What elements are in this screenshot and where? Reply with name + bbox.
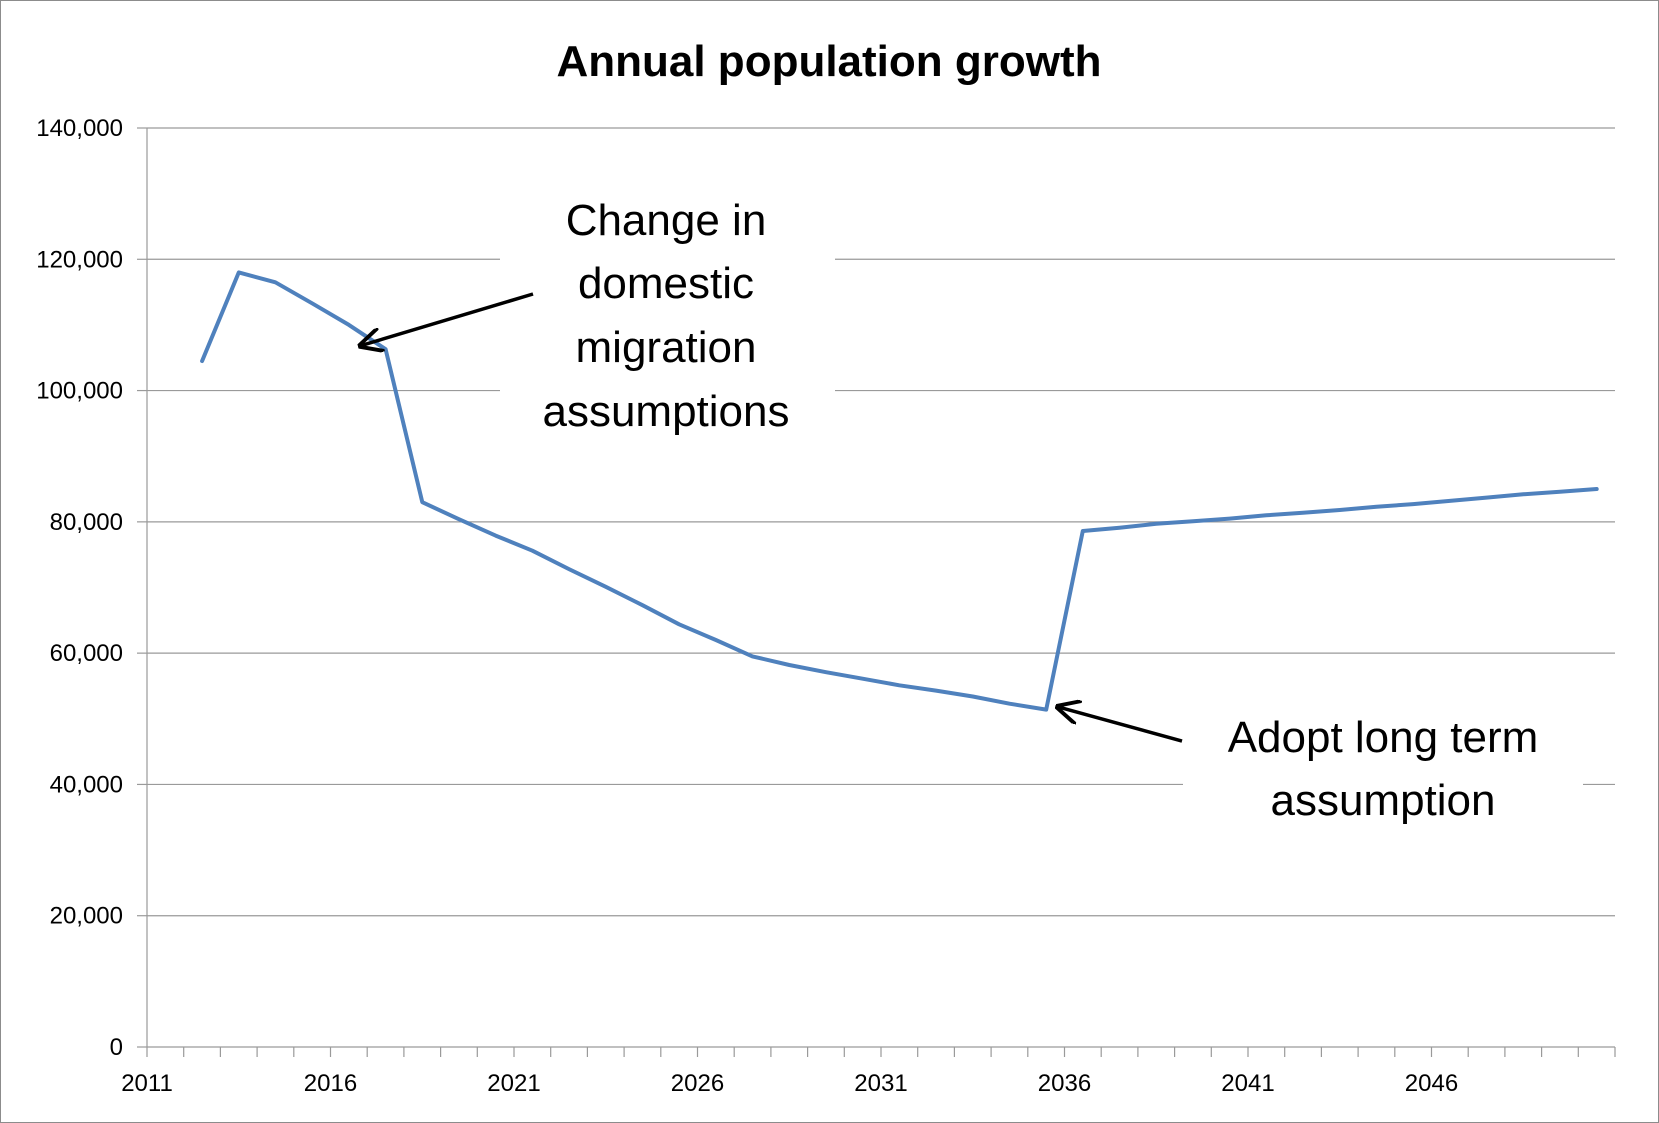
y-tick-label: 40,000 (50, 771, 123, 798)
annotation: Change in domestic migration assumptions (360, 180, 835, 448)
x-tick-label: 2046 (1405, 1070, 1458, 1097)
y-tick-label: 140,000 (36, 115, 123, 142)
y-tick-label: 80,000 (50, 509, 123, 536)
y-tick-label: 100,000 (36, 378, 123, 405)
y-tick-label: 0 (110, 1034, 123, 1061)
annotation-arrow (1058, 707, 1183, 743)
annotation-text: assumptions (542, 387, 789, 436)
annotation-text: domestic (578, 259, 754, 308)
annotation-text: Change in (566, 196, 767, 245)
x-tick-label: 2016 (304, 1070, 357, 1097)
x-tick-label: 2036 (1038, 1070, 1091, 1097)
y-tick-label: 20,000 (50, 903, 123, 930)
axes: 0 20,000 40,000 60,000 80,000 100,000 120,000 1… (36, 115, 1616, 1097)
y-tick-label: 60,000 (50, 640, 123, 667)
annotation-text: assumption (1270, 776, 1495, 825)
annotation-arrow (360, 292, 534, 346)
annotation: Adopt long term assumption (1058, 700, 1583, 832)
annotation-background (1183, 700, 1583, 832)
x-tick-label: 2021 (487, 1070, 540, 1097)
chart-title: Annual population growth (556, 37, 1101, 86)
x-tick-label: 2041 (1221, 1070, 1274, 1097)
annotation-text: Adopt long term (1228, 713, 1539, 762)
series-layer (200, 270, 1599, 712)
x-tick-label: 2031 (854, 1070, 907, 1097)
x-tick-label: 2026 (671, 1070, 724, 1097)
y-tick-label: 120,000 (36, 246, 123, 273)
x-tick-label: 2011 (121, 1070, 173, 1097)
annotations: Change in domestic migration assumptions Ado… (360, 180, 1583, 832)
annotation-background (500, 180, 835, 448)
series-line (200, 270, 1599, 712)
annotation-text: migration (576, 323, 757, 372)
